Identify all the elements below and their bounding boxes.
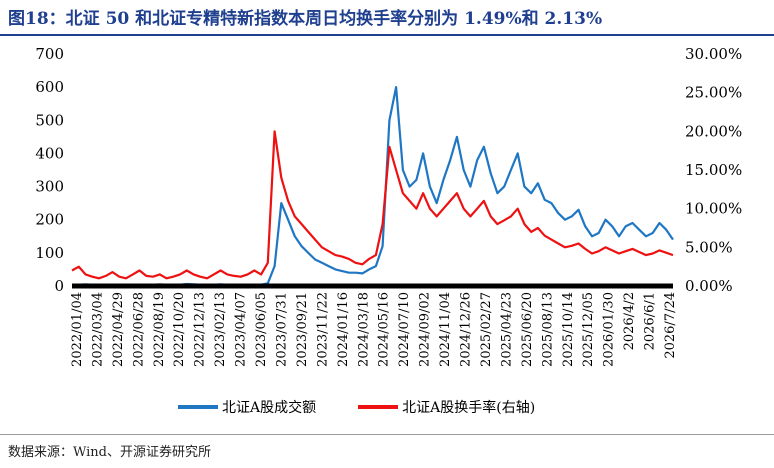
x-tick-label: 2024/05/16 [377, 292, 392, 367]
title-underline [0, 34, 774, 36]
y-left-tick-label: 200 [35, 211, 64, 229]
y-left-tick-label: 400 [35, 144, 64, 162]
x-tick-label: 2025/10/14 [561, 292, 576, 367]
legend-item-turnover: 北证A股换手率(右轴) [358, 397, 535, 417]
y-left-tick-label: 300 [35, 178, 64, 196]
series-line-turnover [71, 130, 674, 280]
x-tick-label: 2022/10/20 [172, 292, 187, 367]
x-tick-label: 2022/04/29 [111, 292, 126, 367]
x-tick-label: 2024/03/18 [356, 292, 371, 367]
x-tick-label: 2023/06/05 [254, 292, 269, 367]
x-tick-label: 2024/07/10 [397, 292, 412, 367]
y-right-tick-label: 15.00% [685, 161, 742, 179]
x-tick-label: 2022/01/04 [70, 292, 85, 367]
x-tick-label: 2023/02/13 [213, 292, 228, 367]
y-right-tick-label: 20.00% [685, 122, 742, 140]
x-tick-label: 2026/01/30 [602, 292, 617, 367]
legend-swatch-volume [178, 405, 218, 409]
x-tick-label: 2022/06/28 [131, 292, 146, 367]
y-right-tick-label: 5.00% [685, 238, 733, 256]
y-left-tick-label: 500 [35, 111, 64, 129]
x-tick-label: 2026/7/24 [663, 292, 678, 359]
x-tick-label: 2026/4/2 [622, 292, 637, 350]
y-right-tick-label: 10.00% [685, 200, 742, 218]
y-right-tick-label: 0.00% [685, 277, 733, 295]
source-note: 数据来源：Wind、开源证券研究所 [8, 445, 211, 460]
series-line-volume [71, 85, 674, 287]
chart-title: 图18：北证 50 和北证专精特新指数本周日均换手率分别为 1.49%和 2.1… [8, 9, 603, 29]
x-tick-label: 2024/01/16 [336, 292, 351, 367]
legend-label-volume: 北证A股成交额 [222, 400, 317, 416]
legend-label-turnover: 北证A股换手率(右轴) [402, 400, 536, 416]
x-tick-label: 2023/04/07 [234, 292, 249, 367]
x-tick-label: 2025/04/23 [499, 292, 514, 367]
x-tick-label: 2022/12/13 [193, 292, 208, 367]
x-tick-label: 2022/08/19 [152, 292, 167, 367]
x-tick-label: 2023/07/31 [274, 292, 289, 367]
x-tick-label: 2024/09/02 [418, 292, 433, 367]
footer-divider [0, 434, 774, 435]
x-tick-label: 2025/08/13 [540, 292, 555, 367]
x-tick-label: 2025/06/20 [520, 292, 535, 367]
chart-legend: 北证A股成交额 北证A股换手率(右轴) [178, 397, 535, 417]
x-tick-label: 2025/02/27 [479, 292, 494, 367]
x-tick-label: 2023/09/21 [295, 292, 310, 367]
chart-svg: 0 100 200 300 400 500 600 700 0.00% 5.00% 10.00% 15… [35, 45, 742, 367]
x-tick-label: 2023/11/22 [315, 292, 330, 367]
y-left-tick-label: 100 [35, 244, 64, 262]
x-tick-label: 2025/12/05 [581, 292, 596, 367]
x-tick-label: 2026/6/1 [643, 292, 658, 350]
y-left-tick-label: 0 [54, 277, 64, 295]
legend-item-volume: 北证A股成交额 [178, 397, 316, 417]
x-tick-label: 2024/11/04 [438, 292, 453, 367]
y-left-tick-label: 600 [35, 78, 64, 96]
x-tick-label: 2022/03/04 [90, 292, 105, 367]
x-tick-label: 2024/12/26 [459, 292, 474, 367]
y-right-tick-label: 30.00% [685, 45, 742, 63]
y-left-tick-label: 700 [35, 45, 64, 63]
legend-swatch-turnover [358, 405, 399, 409]
y-right-tick-label: 25.00% [685, 84, 742, 102]
